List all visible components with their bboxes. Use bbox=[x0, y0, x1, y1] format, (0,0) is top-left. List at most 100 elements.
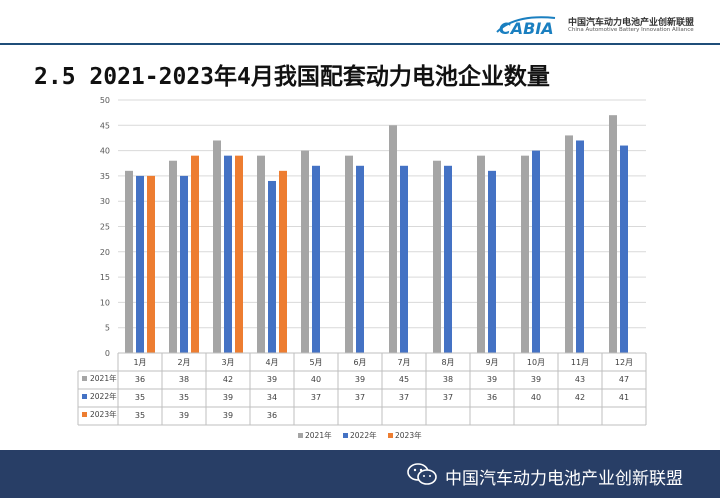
legend-item: 2021年 bbox=[305, 430, 332, 440]
y-tick-label: 5 bbox=[105, 324, 110, 333]
bar-2022年-5月 bbox=[312, 165, 320, 353]
bar-2021年-10月 bbox=[521, 155, 529, 353]
bar-2021年-9月 bbox=[477, 155, 485, 353]
footer-bar: 中国汽车动力电池产业创新联盟 bbox=[0, 450, 720, 498]
data-label: 39 bbox=[531, 375, 541, 384]
bar-chart: 0 5 10 15 20 25 30 35 40 45 50 1月 2月 3月 4月 5月 6月 7月 8月 9月 10… bbox=[77, 96, 647, 440]
data-label: 40 bbox=[531, 393, 541, 402]
data-label: 42 bbox=[575, 393, 585, 402]
table-series-label: 2023年 bbox=[90, 409, 117, 419]
bar-2021年-4月 bbox=[257, 155, 265, 353]
bar-2023年-2月 bbox=[191, 155, 199, 353]
x-category-label: 4月 bbox=[265, 358, 278, 367]
data-label: 39 bbox=[223, 393, 233, 402]
bar-2022年-1月 bbox=[136, 175, 144, 353]
data-label: 38 bbox=[179, 375, 189, 384]
data-label: 39 bbox=[267, 375, 277, 384]
table-legend-swatch bbox=[82, 376, 87, 381]
data-label: 40 bbox=[311, 375, 321, 384]
x-category-label: 8月 bbox=[441, 358, 454, 367]
logo-swoosh-icon: CABIA bbox=[496, 16, 556, 38]
page-title: 2.5 2021-2023年4月我国配套动力电池企业数量 bbox=[34, 64, 550, 90]
bar-2022年-8月 bbox=[444, 165, 452, 353]
x-category-label: 9月 bbox=[485, 358, 498, 367]
bar-2022年-12月 bbox=[620, 145, 628, 353]
bar-2021年-6月 bbox=[345, 155, 353, 353]
bar-2022年-6月 bbox=[356, 165, 364, 353]
bar-2022年-7月 bbox=[400, 165, 408, 353]
header-bar: CABIA 中国汽车动力电池产业创新联盟 China Automotive Ba… bbox=[0, 0, 720, 45]
table-legend-swatch bbox=[82, 394, 87, 399]
x-category-label: 10月 bbox=[527, 358, 545, 367]
y-tick-label: 50 bbox=[100, 96, 110, 105]
data-label: 39 bbox=[355, 375, 365, 384]
y-tick-label: 20 bbox=[100, 248, 110, 257]
data-label: 37 bbox=[443, 393, 453, 402]
x-category-label: 3月 bbox=[221, 358, 234, 367]
header-divider bbox=[0, 43, 720, 45]
bar-2023年-3月 bbox=[235, 155, 243, 353]
table-legend-swatch bbox=[82, 412, 87, 417]
cabia-logo: CABIA 中国汽车动力电池产业创新联盟 China Automotive Ba… bbox=[495, 12, 710, 38]
legend-swatch bbox=[298, 433, 303, 438]
y-tick-label: 30 bbox=[100, 197, 110, 206]
x-category-label: 7月 bbox=[397, 358, 410, 367]
data-label: 42 bbox=[223, 375, 233, 384]
wechat-icon bbox=[407, 463, 437, 485]
data-label: 34 bbox=[267, 393, 277, 402]
data-label: 39 bbox=[487, 375, 497, 384]
legend-swatch bbox=[343, 433, 348, 438]
x-category-label: 11月 bbox=[571, 358, 589, 367]
bar-2021年-3月 bbox=[213, 140, 221, 353]
bar-2022年-2月 bbox=[180, 175, 188, 353]
bar-2023年-1月 bbox=[147, 175, 155, 353]
bar-2022年-4月 bbox=[268, 180, 276, 353]
data-label: 39 bbox=[179, 411, 189, 420]
bar-2023年-4月 bbox=[279, 170, 287, 353]
y-tick-label: 40 bbox=[100, 147, 110, 156]
bar-2021年-11月 bbox=[565, 135, 573, 353]
data-label: 37 bbox=[399, 393, 409, 402]
bar-2022年-10月 bbox=[532, 150, 540, 353]
bar-2021年-1月 bbox=[125, 170, 133, 353]
y-tick-label: 0 bbox=[105, 349, 110, 358]
x-category-label: 1月 bbox=[133, 358, 146, 367]
bar-2022年-9月 bbox=[488, 170, 496, 353]
bar-2022年-11月 bbox=[576, 140, 584, 353]
org-name-en: China Automotive Battery Innovation Alli… bbox=[568, 27, 694, 33]
data-label: 45 bbox=[399, 375, 409, 384]
data-label: 47 bbox=[619, 375, 629, 384]
data-label: 37 bbox=[311, 393, 321, 402]
y-tick-label: 15 bbox=[100, 273, 110, 282]
footer-org-name: 中国汽车动力电池产业创新联盟 bbox=[445, 469, 683, 489]
x-category-label: 6月 bbox=[353, 358, 366, 367]
table-series-label: 2022年 bbox=[90, 391, 117, 401]
y-tick-label: 35 bbox=[100, 172, 110, 181]
data-label: 36 bbox=[267, 411, 277, 420]
data-label: 35 bbox=[179, 393, 189, 402]
bar-2021年-2月 bbox=[169, 160, 177, 353]
bar-2021年-8月 bbox=[433, 160, 441, 353]
data-label: 38 bbox=[443, 375, 453, 384]
legend-item: 2023年 bbox=[395, 430, 422, 440]
data-label: 35 bbox=[135, 393, 145, 402]
bar-2021年-12月 bbox=[609, 115, 617, 354]
legend-swatch bbox=[388, 433, 393, 438]
data-label: 39 bbox=[223, 411, 233, 420]
data-label: 43 bbox=[575, 375, 585, 384]
data-label: 41 bbox=[619, 393, 629, 402]
table-series-label: 2021年 bbox=[90, 373, 117, 383]
x-category-label: 5月 bbox=[309, 358, 322, 367]
data-label: 36 bbox=[135, 375, 145, 384]
org-name-cn: 中国汽车动力电池产业创新联盟 bbox=[568, 18, 695, 28]
bar-2021年-5月 bbox=[301, 150, 309, 353]
y-tick-label: 45 bbox=[100, 121, 110, 130]
logo-wordmark: CABIA bbox=[499, 19, 554, 38]
data-label: 36 bbox=[487, 393, 497, 402]
legend-item: 2022年 bbox=[350, 430, 377, 440]
bar-2022年-3月 bbox=[224, 155, 232, 353]
data-label: 35 bbox=[135, 411, 145, 420]
x-category-label: 2月 bbox=[177, 358, 190, 367]
y-tick-label: 25 bbox=[100, 223, 110, 232]
bar-2021年-7月 bbox=[389, 125, 397, 353]
